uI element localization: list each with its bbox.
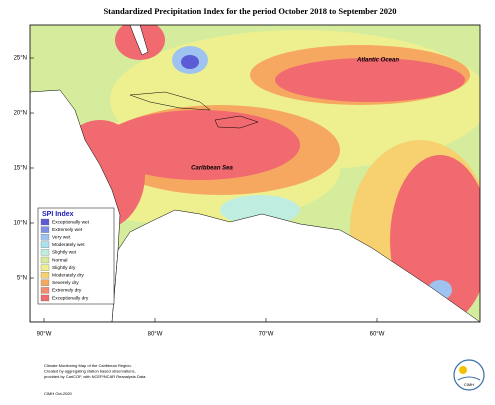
legend-swatch (40, 241, 50, 248)
lon-label: 80°W (148, 332, 163, 338)
map-title: Standardized Precipitation Index for the… (103, 6, 396, 16)
legend-label: Slightly dry (52, 265, 76, 271)
footer-credit: CIMH Oct-2020 (44, 391, 73, 396)
legend-swatch (40, 287, 50, 294)
legend-label: Moderately dry (52, 272, 84, 278)
legend-label: Extremely wet (52, 227, 83, 233)
lon-label: 90°W (37, 332, 52, 338)
legend-label: Slightly wet (52, 250, 77, 256)
sea-label: Caribbean Sea (191, 166, 233, 172)
legend-swatch (40, 294, 50, 302)
legend-swatch (40, 218, 50, 226)
logo-text: CIMH (464, 382, 474, 387)
legend-label: Normal (52, 257, 67, 263)
map-frame (29, 24, 481, 323)
legend-label: Moderately wet (52, 242, 85, 248)
legend-label: Very wet (52, 234, 71, 240)
legend-title: SPI Index (42, 211, 74, 218)
footer-line: Created by aggregating station based obs… (44, 369, 136, 374)
legend-label: Severely dry (52, 280, 79, 286)
lat-label: 20°N (14, 111, 27, 117)
lon-label: 60°W (370, 332, 385, 338)
legend-label: Extremely dry (52, 288, 82, 294)
footer-line: provided by CariCOF, with NCEP/NCAR Rean… (44, 374, 146, 379)
legend-swatch (40, 264, 50, 271)
lat-label: 25°N (14, 56, 27, 62)
lat-label: 15°N (14, 166, 27, 172)
legend-swatch (40, 249, 50, 256)
legend-box (37, 207, 115, 305)
lon-label: 70°W (259, 332, 274, 338)
legend-swatch (40, 279, 50, 286)
legend-swatch (40, 256, 50, 264)
footer: Climate Monitoring Map of the Caribbean … (44, 363, 146, 396)
legend-label: Exceptionally dry (52, 295, 89, 301)
legend-swatch (40, 234, 50, 241)
lat-label: 10°N (14, 221, 27, 227)
legend-label: Exceptionally wet (52, 219, 90, 225)
footer-line: Climate Monitoring Map of the Caribbean … (44, 363, 132, 368)
legend-swatch (40, 226, 50, 233)
lat-label: 5°N (17, 276, 27, 282)
legend-swatch (40, 272, 50, 279)
ocean-label: Atlantic Ocean (356, 58, 399, 64)
